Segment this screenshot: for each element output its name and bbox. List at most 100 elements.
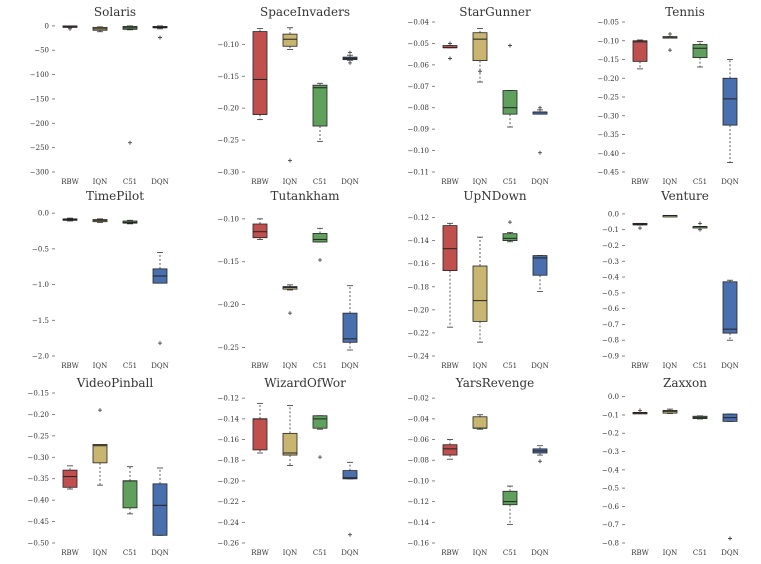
x-tick-label: RBW [251,362,269,370]
box-iqn [92,408,108,486]
box-iqr [692,44,708,59]
y-tick-label: −0.10 [218,215,239,223]
y-tick-label: −0.05 [408,40,429,48]
y-tick-label: −0.45 [598,169,619,177]
box-rbw [442,439,458,460]
outlier-marker [348,60,352,65]
box-rbw [632,39,648,70]
y-tick-label: −0.1 [602,226,619,234]
y-tick-label: −0.8 [602,540,619,548]
outlier-marker [508,220,512,225]
x-tick-label: IQN [93,178,108,186]
box-iqn [472,414,488,430]
x-tick-label: IQN [93,362,108,370]
y-tick-label: −0.18 [408,283,429,291]
y-tick-label: −0.14 [408,237,430,245]
outlier-marker [538,105,542,110]
x-tick-label: C51 [313,362,327,370]
panel-title: UpNDown [463,189,526,203]
x-tick-label: RBW [441,549,459,557]
y-tick-label: −0.25 [218,344,239,352]
box-iqn [662,32,678,53]
y-tick-label: −0.1 [602,411,619,419]
box-dqn [152,467,168,536]
y-tick-label: −0.4 [602,466,620,474]
y-tick-label: −0.20 [408,306,429,314]
y-tick-label: −0.6 [602,305,620,313]
x-tick-label: C51 [123,178,137,186]
y-tick-label: −0.25 [28,432,49,440]
box-dqn [342,461,358,537]
y-tick-label: −0.04 [408,19,430,27]
y-tick-label: −0.02 [408,395,429,403]
y-tick-label: −0.06 [408,61,430,69]
x-tick-label: DQN [721,362,738,370]
x-tick-label: DQN [341,362,358,370]
y-tick-label: −0.8 [602,337,619,345]
y-tick-label: −0.18 [218,457,239,465]
y-tick-label: −0.16 [408,540,430,548]
box-c51 [502,485,518,525]
y-tick-label: −0.12 [408,498,429,506]
box-c51 [692,41,708,68]
x-tick-label: C51 [123,549,137,557]
y-tick-label: −0.35 [28,475,49,483]
box-rbw [632,222,648,231]
box-rbw [252,27,268,121]
box-dqn [722,279,738,341]
x-tick-label: DQN [341,549,358,557]
box-iqr [472,265,488,322]
x-tick-label: DQN [151,362,168,370]
y-tick-label: 0.0 [608,210,619,218]
box-iqr [722,281,738,334]
y-tick-label: −0.20 [218,477,239,485]
y-tick-label: −0.2 [602,430,619,438]
box-c51 [122,25,138,145]
box-iqr [502,490,518,506]
box-iqr [122,480,138,509]
panel-title: StarGunner [459,5,531,19]
panel-tennis: Tennis −0.05 −0.10 −0.15 −0.20 −0.25 −0.30 −0.3… [598,5,739,186]
x-tick-label: DQN [151,549,168,557]
outlier-marker [668,48,672,53]
x-tick-label: C51 [503,362,517,370]
panel-title: WizardOfWor [264,376,346,390]
panel-title: Tennis [665,5,705,19]
panel-zaxxon: Zaxxon 0.0 −0.1 −0.2 −0.3 −0.4 −0.5 −0.6 −0.7 −0.… [602,376,739,557]
y-tick-label: −0.06 [408,436,430,444]
y-tick-label: −200 [30,120,49,128]
box-iqr [312,233,328,243]
y-tick-label: −0.08 [408,457,429,465]
x-tick-label: IQN [93,549,108,557]
outlier-marker [348,532,352,537]
box-c51 [122,466,138,515]
panel-tutankham: Tutankham −0.10 −0.15 −0.20 −0.25 RBW IQN C51 DQ… [218,189,359,370]
x-tick-label: C51 [503,549,517,557]
outlier-marker [538,150,542,155]
y-tick-label: −0.5 [602,485,619,493]
y-tick-label: −0.14 [218,415,240,423]
x-tick-label: DQN [721,549,738,557]
box-iqn [472,236,488,343]
outlier-marker [508,43,512,48]
box-iqr [632,40,648,62]
box-iqn [662,408,678,414]
box-iqr [342,312,358,343]
y-tick-label: −0.22 [218,498,239,506]
outlier-marker [318,455,322,460]
box-c51 [122,219,138,225]
x-tick-label: RBW [251,178,269,186]
box-iqn [282,405,298,466]
box-rbw [62,217,78,222]
y-tick-label: −0.15 [218,73,239,81]
box-iqr [92,444,108,464]
box-dqn [532,105,548,155]
box-dqn [152,25,168,40]
panel-title: TimePilot [86,189,144,203]
y-tick-label: −0.3 [602,448,619,456]
box-iqr [472,32,488,61]
x-tick-label: RBW [631,549,649,557]
x-tick-label: IQN [663,362,678,370]
outlier-marker [128,140,132,145]
